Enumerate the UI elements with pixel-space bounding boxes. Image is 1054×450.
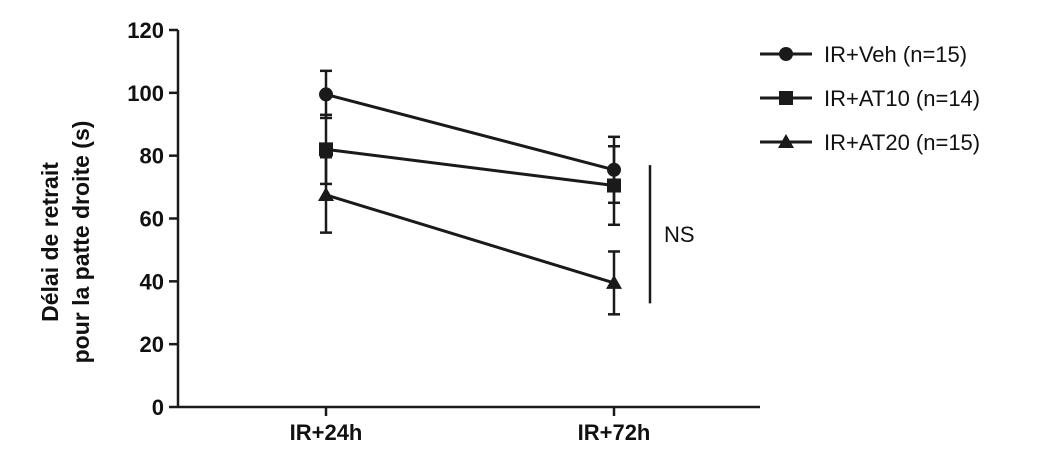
- data-point-square: [607, 178, 621, 193]
- data-point-circle: [319, 87, 333, 102]
- data-point-triangle: [606, 274, 622, 289]
- series-line-triangle: [325, 193, 615, 285]
- y-tick-label: 40: [140, 269, 164, 294]
- data-markers: [318, 87, 622, 289]
- legend-marker-square: [779, 91, 793, 105]
- legend-label: IR+AT10 (n=14): [824, 86, 980, 111]
- ns-label: NS: [664, 222, 695, 247]
- x-tick-label: IR+72h: [578, 420, 651, 445]
- y-tick-label: 20: [140, 332, 164, 357]
- chart-axes: 0 20 40 60 80 100 120 IR+24h IR+72h Délai de retr…: [37, 18, 760, 445]
- data-point-square: [319, 142, 333, 157]
- legend: IR+Veh (n=15) IR+AT10 (n=14) IR+AT20 (n=15…: [760, 42, 980, 155]
- y-tick-label: 100: [127, 81, 164, 106]
- legend-marker-triangle: [778, 134, 794, 148]
- y-tick-label: 0: [152, 395, 164, 420]
- series-line-circle: [325, 92, 615, 172]
- x-tick-label: IR+24h: [290, 420, 363, 445]
- data-point-triangle: [318, 186, 334, 201]
- y-tick-label: 60: [140, 207, 164, 232]
- y-tick-label: 80: [140, 144, 164, 169]
- legend-label: IR+AT20 (n=15): [824, 130, 980, 155]
- y-axis-title-line: Délai de retrait: [37, 162, 63, 322]
- data-point-circle: [607, 162, 621, 177]
- ns-annotation: NS: [648, 165, 695, 304]
- series-lines: [325, 92, 615, 285]
- error-bars: [320, 69, 620, 316]
- y-axis-title: Délai de retrait pour la patte droite (s): [37, 121, 94, 364]
- series-line-square: [325, 147, 615, 188]
- y-axis-title-line: pour la patte droite (s): [68, 121, 94, 364]
- y-tick-label: 120: [127, 18, 164, 43]
- legend-label: IR+Veh (n=15): [824, 42, 967, 67]
- legend-marker-circle: [779, 47, 793, 61]
